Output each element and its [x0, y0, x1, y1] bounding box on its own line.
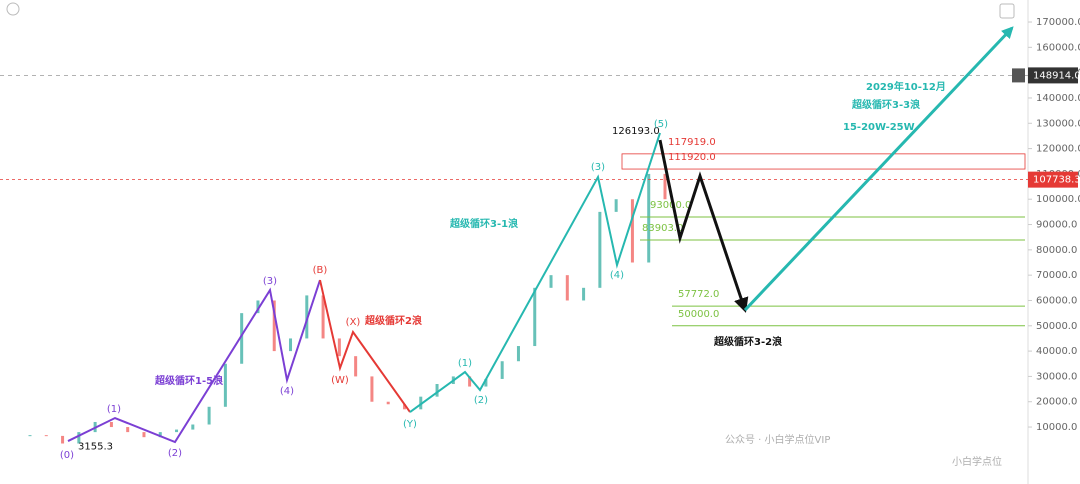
- price-bar: [614, 199, 618, 212]
- wave-line: [743, 26, 1014, 312]
- price-bar: [663, 173, 667, 200]
- current-price-box: [1028, 171, 1078, 188]
- price-bar: [191, 424, 195, 430]
- price-bar: [386, 401, 390, 405]
- price-bar: [240, 313, 244, 364]
- fullscreen-button[interactable]: [999, 3, 1015, 19]
- price-bar: [44, 435, 48, 437]
- price-bar: [402, 404, 406, 410]
- wave-line: [319, 279, 411, 413]
- price-bar: [500, 361, 504, 379]
- crosshair-label: 148914.0: [1033, 70, 1080, 81]
- wave-label: (2): [168, 448, 182, 459]
- price-bar: [109, 421, 113, 428]
- wave-label: (2): [474, 395, 488, 406]
- price-bar: [61, 435, 65, 444]
- back-button[interactable]: [6, 2, 20, 16]
- price-bar: [337, 338, 341, 357]
- price-bar: [435, 384, 439, 397]
- y-tick-label: 120000.0: [1036, 144, 1080, 155]
- annotation: 15-20W-25W: [843, 122, 915, 133]
- annotation: 超级循环3-2浪: [713, 335, 782, 348]
- price-bar: [28, 435, 32, 437]
- annotation: 超级循环3-1浪: [449, 217, 518, 230]
- y-tick-label: 10000.0: [1036, 422, 1077, 433]
- price-bar: [272, 300, 276, 352]
- wave-label: (X): [346, 317, 361, 328]
- price-bar: [77, 432, 81, 444]
- y-tick-label: 100000.0: [1036, 194, 1080, 205]
- price-bar: [468, 376, 472, 387]
- wave-label: (5): [654, 119, 668, 130]
- y-tick-label: 30000.0: [1036, 371, 1077, 382]
- price-bar: [126, 427, 130, 433]
- y-tick-label: 20000.0: [1036, 397, 1077, 408]
- watermark: 小白学点位: [952, 455, 1002, 468]
- level-label: 83903.0: [642, 223, 683, 234]
- crosshair-price-box: [1028, 67, 1078, 84]
- wave-label: (W): [331, 375, 349, 386]
- price-mark-label: 126193.0: [612, 126, 660, 137]
- price-bar: [630, 199, 634, 263]
- level-label: 93000.0: [650, 200, 691, 211]
- annotation: 超级循环2浪: [364, 314, 422, 327]
- watermark: 公众号 · 小白学点位VIP: [725, 433, 830, 446]
- price-bar: [158, 432, 162, 438]
- wave-label: (1): [458, 358, 472, 369]
- y-tick-label: 130000.0: [1036, 118, 1080, 129]
- price-bar: [549, 275, 553, 288]
- price-bar: [321, 295, 325, 339]
- zone-label: 117919.0: [668, 137, 716, 148]
- price-bar: [223, 363, 227, 407]
- price-bar: [484, 378, 488, 387]
- y-tick-label: 160000.0: [1036, 42, 1080, 53]
- level-label: 50000.0: [678, 309, 719, 320]
- wave-label: (0): [60, 450, 74, 461]
- annotation: 超级循环1-5浪: [154, 374, 223, 387]
- crosshair-box: [1012, 68, 1025, 83]
- wave-label: (3): [591, 162, 605, 173]
- wave-label: (1): [107, 404, 121, 415]
- annotation: 超级循环3-3浪: [851, 98, 920, 111]
- y-tick-label: 90000.0: [1036, 220, 1077, 231]
- price-bar: [565, 275, 569, 301]
- wave-label: (3): [263, 276, 277, 287]
- price-bar: [598, 211, 602, 288]
- level-label: 57772.0: [678, 289, 719, 300]
- zone-label: 111920.0: [668, 152, 716, 163]
- y-tick-label: 50000.0: [1036, 321, 1077, 332]
- zone: [621, 153, 1026, 170]
- price-bar: [582, 287, 586, 301]
- price-bar: [256, 300, 260, 314]
- price-mark-label: 3155.3: [78, 441, 113, 452]
- y-tick-label: 170000.0: [1036, 17, 1080, 28]
- price-bar: [516, 346, 520, 362]
- price-bar: [370, 376, 374, 402]
- wave-line: [67, 279, 321, 444]
- price-bar: [647, 173, 651, 263]
- wave-label: (Y): [403, 419, 417, 430]
- y-tick-label: 70000.0: [1036, 270, 1077, 281]
- wave-label: (B): [313, 265, 328, 276]
- annotation: 2029年10-12月: [866, 80, 946, 93]
- price-bar: [354, 356, 358, 377]
- current-price-label: 107738.3: [1033, 175, 1080, 186]
- y-tick-label: 60000.0: [1036, 295, 1077, 306]
- price-bar: [207, 406, 211, 425]
- y-tick-label: 40000.0: [1036, 346, 1077, 357]
- y-tick-label: 140000.0: [1036, 93, 1080, 104]
- price-bar: [142, 432, 146, 438]
- wave-line: [409, 132, 661, 413]
- y-tick-label: 80000.0: [1036, 245, 1077, 256]
- price-bar: [289, 338, 293, 352]
- price-bar: [533, 287, 537, 347]
- price-bar: [175, 429, 179, 433]
- wave-label: (4): [610, 270, 624, 281]
- wave-line: [658, 139, 749, 313]
- wave-label: (4): [280, 386, 294, 397]
